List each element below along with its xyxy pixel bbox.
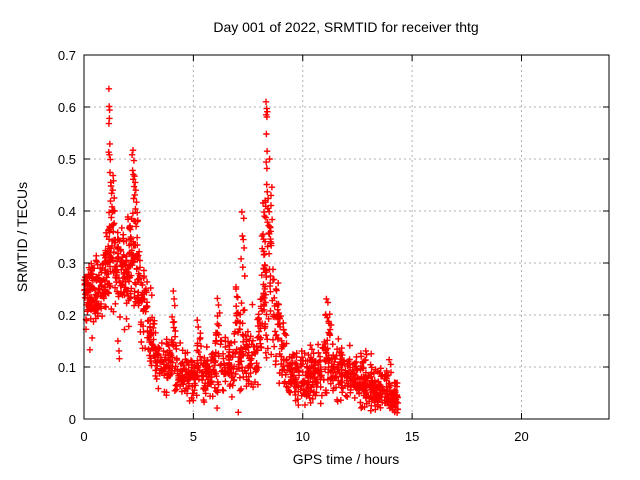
scatter-points [81, 85, 402, 416]
x-axis-label: GPS time / hours [293, 451, 400, 467]
y-tick-label: 0.3 [58, 256, 76, 271]
x-tick-label: 20 [514, 429, 528, 444]
x-tick-label: 15 [405, 429, 419, 444]
x-tick-labels: 0 5 10 15 20 [80, 429, 528, 444]
y-tick-label: 0.2 [58, 308, 76, 323]
y-tick-label: 0 [69, 412, 76, 427]
y-axis-label: SRMTID / TECUs [14, 182, 30, 292]
chart-title: Day 001 of 2022, SRMTID for receiver tht… [213, 19, 478, 35]
x-tick-label: 0 [80, 429, 87, 444]
y-tick-labels: 0 0.1 0.2 0.3 0.4 0.5 0.6 0.7 [58, 48, 76, 427]
y-tick-label: 0.5 [58, 152, 76, 167]
y-tick-label: 0.7 [58, 48, 76, 63]
x-tick-label: 10 [296, 429, 310, 444]
data-point-markers [81, 85, 402, 416]
grid-lines [84, 55, 609, 419]
y-tick-label: 0.1 [58, 360, 76, 375]
y-tick-label: 0.6 [58, 100, 76, 115]
plot-border [83, 54, 610, 420]
x-tick-label: 5 [190, 429, 197, 444]
axis-tick-marks [83, 54, 609, 420]
y-tick-label: 0.4 [58, 204, 76, 219]
